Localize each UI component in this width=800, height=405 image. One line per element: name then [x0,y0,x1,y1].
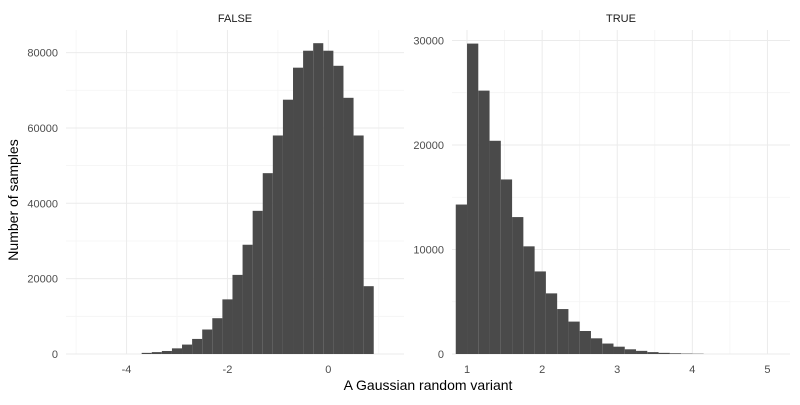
histogram-bar [467,44,478,354]
histogram-bar [253,211,263,354]
histogram-bar [263,173,273,354]
y-tick-label: 80000 [27,48,58,60]
histogram-bar [670,353,681,354]
histogram-bar [501,179,512,354]
histogram-bar [625,349,636,354]
histogram-bar [212,318,222,354]
histogram-bar [591,338,602,354]
facet-panel-true: TRUE 1 2 3 4 5 0 10000 20000 30000 [413,13,790,376]
histogram-bar [613,347,624,354]
histogram-bar [568,322,579,354]
y-tick-label: 10000 [413,244,444,256]
histogram-bar [283,100,293,354]
x-tick-label: 5 [764,364,770,376]
x-axis-label: A Gaussian random variant [344,377,513,393]
histogram-bar [364,286,374,354]
histogram-bar [313,43,323,354]
y-tick-label: 20000 [27,274,58,286]
histogram-bar [580,331,591,354]
facet-strip-label: TRUE [606,13,636,25]
histogram-bar [232,275,242,354]
histogram-bars [142,43,374,354]
x-tick-label: 0 [325,364,331,376]
x-tick-label: -2 [223,364,233,376]
histogram-bar [647,352,658,354]
histogram-bar [303,51,313,354]
histogram-bar [490,141,501,354]
histogram-bar [243,245,253,354]
histogram-bar [456,205,467,354]
histogram-bar [293,68,303,354]
histogram-bar [557,309,568,354]
x-tick-label: 3 [614,364,620,376]
x-tick-label: 2 [539,364,545,376]
histogram-bar [535,271,546,354]
histogram-bar [523,246,534,354]
x-tick-label: -4 [122,364,132,376]
histogram-bar [323,51,333,354]
histogram-bar [602,344,613,354]
histogram-bar [172,348,182,354]
x-tick-label: 4 [689,364,695,376]
histogram-bar [202,330,212,354]
y-tick-label: 40000 [27,198,58,210]
histogram-bar [659,353,670,354]
y-tick-label: 0 [52,349,58,361]
histogram-bar [162,351,172,354]
histogram-bar [182,345,192,354]
histogram-bar [636,351,647,354]
histogram-bar [333,66,343,354]
histogram-bar [192,339,202,354]
y-tick-label: 20000 [413,140,444,152]
facet-panel-false: FALSE -4 -2 0 0 20000 40000 60000 80000 [27,13,404,376]
y-tick-label: 30000 [413,35,444,47]
histogram-bar [273,135,283,354]
histogram-bar [343,98,353,354]
histogram-bar [546,293,557,354]
y-tick-label: 0 [438,349,444,361]
x-tick-label: 1 [464,364,470,376]
histogram-bar [152,352,162,354]
facet-strip-label: FALSE [218,13,252,25]
y-tick-label: 60000 [27,123,58,135]
y-axis-label: Number of samples [5,139,21,260]
histogram-bar [512,217,523,354]
histogram-bar [142,353,152,354]
histogram-bar [478,91,489,354]
histogram-bar [222,299,232,354]
histogram-bar [354,135,364,354]
